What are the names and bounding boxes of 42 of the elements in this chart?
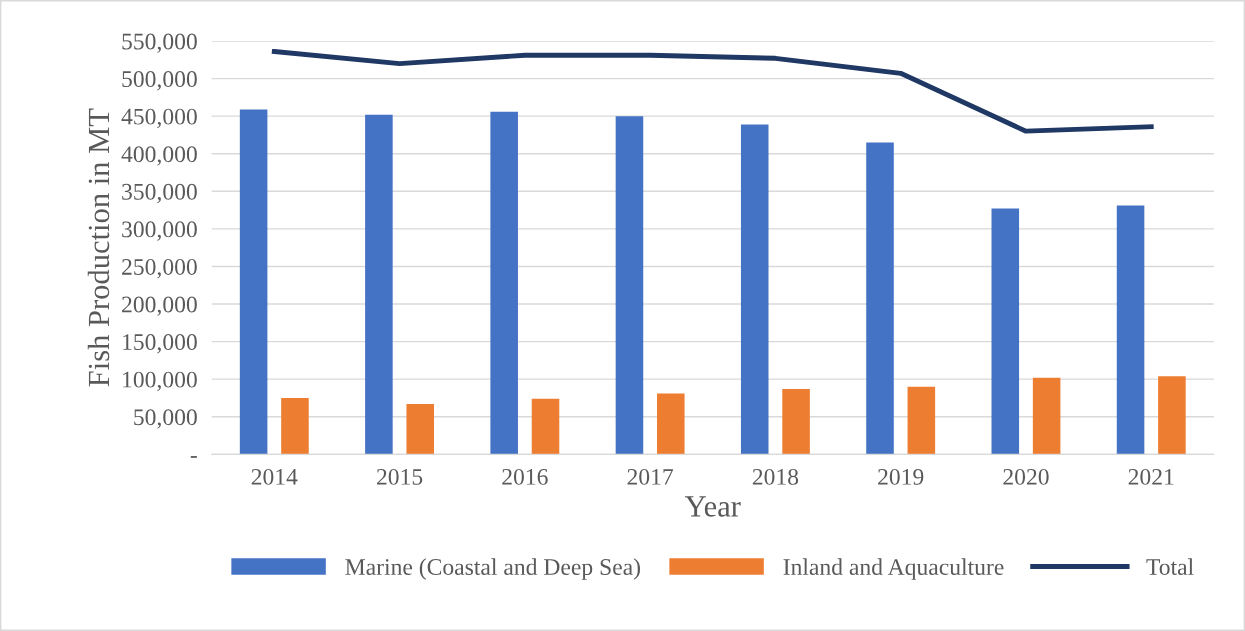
bar <box>1116 205 1145 455</box>
y-axis-title: Fish Production in MT <box>87 108 110 387</box>
bar <box>657 393 685 455</box>
y-tick-label: 50,000 <box>134 409 197 429</box>
y-tick-label: 200,000 <box>122 296 197 316</box>
y-tick-label: 400,000 <box>121 146 197 166</box>
y-tick-label: 350,000 <box>122 183 197 204</box>
y-tick-label: 550,000 <box>122 33 197 53</box>
y-tick-label: 100,000 <box>123 371 197 391</box>
x-tick-label: 2015 <box>376 468 423 485</box>
y-tick-label: 150,000 <box>123 334 197 354</box>
bar <box>406 403 435 455</box>
y-tick-label: 300,000 <box>122 221 197 241</box>
bar <box>1158 376 1186 455</box>
bar <box>281 397 309 455</box>
bar <box>782 388 810 455</box>
bar <box>866 142 894 455</box>
x-tick-label: 2020 <box>1003 468 1049 485</box>
line-series <box>271 49 1154 134</box>
bar <box>907 386 936 455</box>
bar <box>365 114 393 455</box>
bar <box>740 124 769 455</box>
x-tick-label: 2017 <box>627 468 674 485</box>
legend-label: Marine (Coastal and Deep Sea) <box>345 558 640 580</box>
bar <box>531 398 560 455</box>
x-tick-label: 2018 <box>752 468 799 485</box>
y-tick-label: 250,000 <box>122 258 197 279</box>
bar <box>1032 377 1061 455</box>
bar <box>239 109 268 455</box>
y-tick-label: 500,000 <box>122 71 197 91</box>
bar <box>991 208 1020 455</box>
bar <box>490 111 518 455</box>
x-axis-title: Year <box>684 496 741 517</box>
y-tick-label: - <box>190 456 197 458</box>
legend-label: Inland and Aquaculture <box>783 558 1004 580</box>
bar <box>615 116 644 455</box>
x-tick-label: 2019 <box>878 468 924 485</box>
legend-label: Total <box>1146 558 1194 575</box>
y-tick-label: 450,000 <box>121 108 197 128</box>
x-tick-label: 2021 <box>1128 468 1174 485</box>
x-tick-label: 2016 <box>502 468 548 485</box>
x-tick-label: 2014 <box>251 468 298 485</box>
